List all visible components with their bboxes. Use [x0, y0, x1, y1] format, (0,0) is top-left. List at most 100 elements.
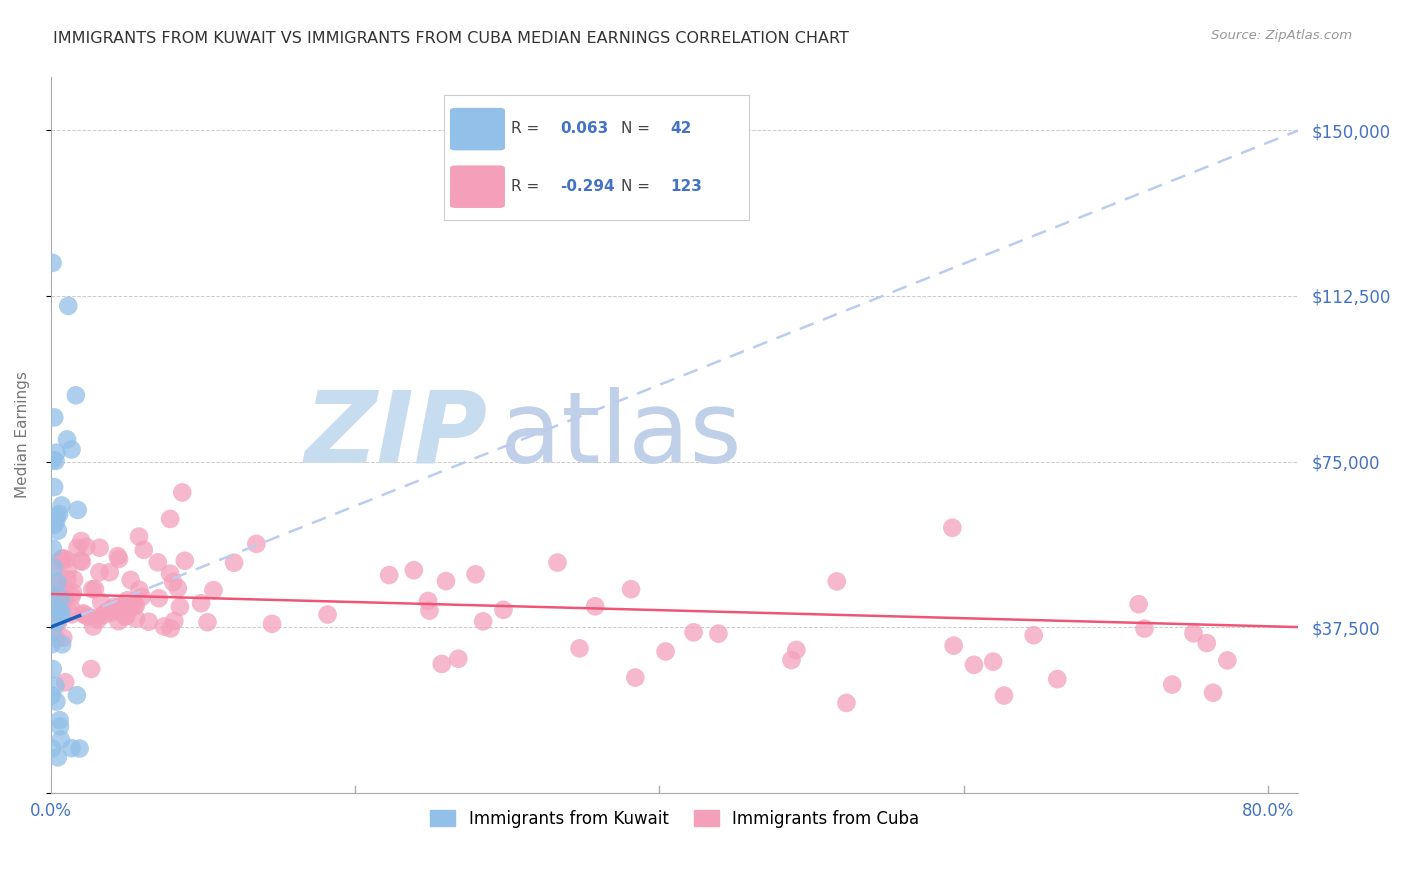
Point: [48, 592, 70, 607]
Point: [114, 609, 136, 624]
Point: [51, 591, 73, 605]
Point: [48, 588, 70, 602]
Point: [128, 582, 150, 597]
Point: [52, 631, 75, 645]
Point: [101, 602, 124, 616]
Point: [52, 551, 75, 566]
Point: [41, 638, 63, 652]
Point: [46, 750, 69, 764]
Point: [1195, 636, 1218, 650]
Point: [472, 615, 495, 629]
Point: [159, 512, 181, 526]
Point: [89, 541, 111, 555]
Point: [51, 637, 73, 651]
Point: [49, 608, 72, 623]
Point: [60, 589, 83, 603]
Point: [89, 565, 111, 579]
Point: [1202, 686, 1225, 700]
Point: [1216, 653, 1239, 667]
Point: [172, 485, 194, 500]
Point: [63, 573, 86, 587]
Point: [492, 603, 515, 617]
Point: [80, 662, 103, 676]
Point: [55, 552, 77, 566]
Point: [117, 593, 139, 607]
Point: [316, 607, 339, 622]
Point: [44, 577, 66, 591]
Text: Source: ZipAtlas.com: Source: ZipAtlas.com: [1212, 29, 1353, 42]
Point: [49, 553, 72, 567]
Point: [1046, 672, 1069, 686]
Point: [41, 516, 63, 530]
Point: [162, 575, 184, 590]
Point: [45, 445, 67, 459]
Point: [115, 609, 138, 624]
Point: [53, 582, 76, 597]
Text: atlas: atlas: [501, 386, 741, 483]
Point: [46, 602, 69, 616]
Point: [41, 689, 63, 703]
Point: [620, 582, 643, 597]
Point: [52, 593, 75, 607]
Point: [125, 612, 148, 626]
Point: [44, 679, 66, 693]
Text: ZIP: ZIP: [305, 386, 488, 483]
Point: [72, 607, 94, 621]
Point: [42, 480, 65, 494]
Point: [941, 521, 963, 535]
Point: [60, 442, 83, 457]
Point: [56, 572, 79, 586]
Point: [45, 515, 67, 529]
Point: [103, 599, 125, 614]
Point: [1161, 677, 1184, 691]
Point: [108, 552, 131, 566]
Point: [45, 509, 67, 524]
Point: [42, 541, 65, 556]
Y-axis label: Median Earnings: Median Earnings: [15, 372, 30, 499]
Point: [48, 591, 70, 605]
Point: [122, 596, 145, 610]
Point: [148, 591, 170, 606]
Point: [94, 605, 117, 619]
Point: [378, 568, 401, 582]
Point: [124, 599, 146, 614]
Point: [46, 615, 69, 630]
Point: [51, 605, 73, 619]
Point: [110, 599, 132, 613]
Point: [42, 560, 65, 574]
Point: [82, 619, 104, 633]
Point: [41, 662, 63, 676]
Point: [46, 580, 69, 594]
Point: [1022, 628, 1045, 642]
Point: [45, 632, 67, 646]
Point: [169, 599, 191, 614]
Point: [41, 741, 63, 756]
Point: [197, 615, 219, 630]
Point: [45, 560, 67, 574]
Point: [42, 453, 65, 467]
Point: [42, 518, 65, 533]
Point: [48, 507, 70, 521]
Point: [430, 657, 453, 671]
Point: [53, 591, 76, 605]
Point: [45, 695, 67, 709]
Point: [416, 594, 439, 608]
Point: [146, 555, 169, 569]
Point: [1128, 597, 1150, 611]
Point: [66, 688, 89, 702]
Point: [84, 582, 107, 596]
Point: [62, 585, 84, 599]
Point: [41, 256, 63, 270]
Point: [159, 566, 181, 581]
Point: [48, 713, 70, 727]
Point: [132, 542, 155, 557]
Point: [547, 556, 569, 570]
Point: [624, 671, 647, 685]
Point: [682, 625, 704, 640]
Point: [785, 643, 807, 657]
Point: [84, 611, 107, 625]
Point: [45, 454, 67, 468]
Point: [159, 622, 181, 636]
Point: [100, 606, 122, 620]
Point: [98, 565, 121, 579]
